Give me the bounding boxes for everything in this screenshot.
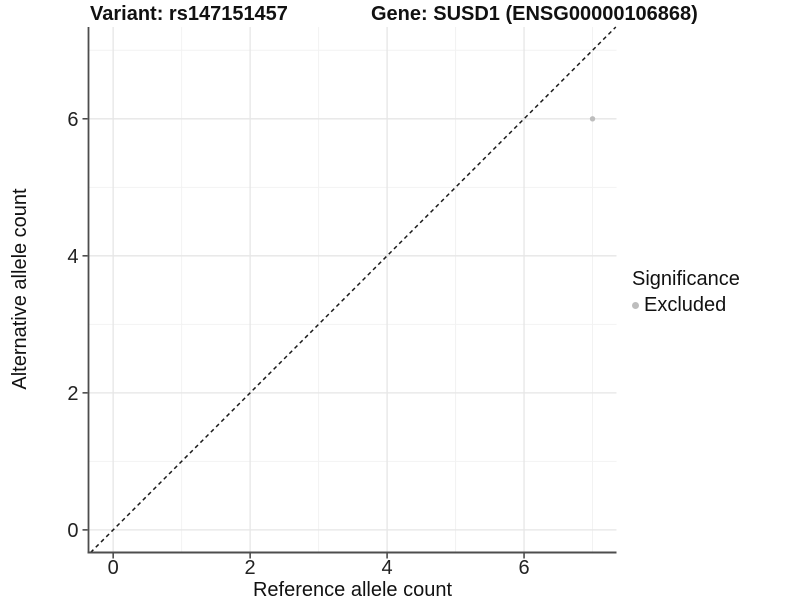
y-tick-label: 2 — [67, 383, 78, 405]
x-tick-label: 2 — [245, 557, 256, 579]
y-tick-label: 6 — [67, 109, 78, 131]
y-tick-label: 0 — [67, 520, 78, 542]
y-axis-title: Alternative allele count — [9, 188, 31, 390]
x-axis-title: Reference allele count — [252, 579, 452, 600]
y-tick-label: 4 — [67, 246, 78, 268]
legend-item-excluded: Excluded — [632, 293, 740, 318]
legend: Significance Excluded — [632, 267, 740, 318]
x-tick-label: 6 — [518, 557, 529, 579]
gene-title: Gene: SUSD1 (ENSG00000106868) — [371, 3, 698, 25]
variant-title: Variant: rs147151457 — [90, 3, 288, 25]
x-tick-label: 0 — [108, 557, 119, 579]
excluded-point-icon — [632, 302, 639, 309]
legend-item-label: Excluded — [644, 294, 727, 316]
legend-title: Significance — [632, 268, 740, 290]
x-tick-label: 4 — [382, 557, 393, 579]
identity-line — [90, 26, 617, 554]
data-point — [589, 116, 596, 122]
